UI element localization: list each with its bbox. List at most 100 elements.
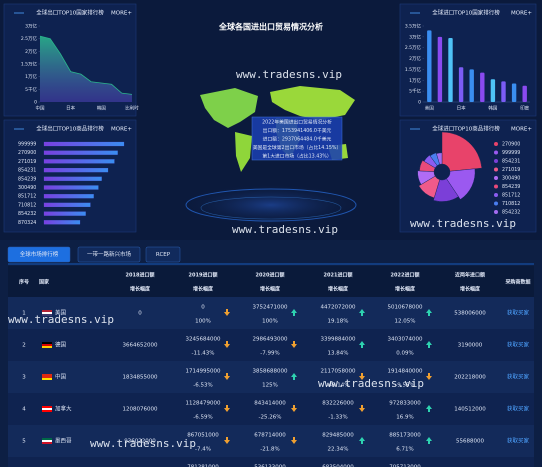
flag-part — [42, 408, 52, 410]
flag-part — [42, 346, 52, 348]
legend-label: 851712 — [502, 193, 520, 199]
trend-arrow — [291, 437, 297, 444]
cell-change: 12.05% — [395, 319, 416, 325]
cell-change: 100% — [195, 319, 211, 325]
table-header: 国家 — [39, 279, 50, 286]
cell-value: 3858688000 — [253, 369, 288, 375]
cell-change: -7.99% — [260, 351, 279, 357]
legend-label: 300490 — [502, 176, 520, 182]
y-tick-label: 5千亿 — [25, 86, 37, 93]
more-link[interactable]: MORE+ — [111, 127, 132, 133]
rose-segment — [418, 175, 440, 199]
cell-value: 1208076000 — [123, 407, 158, 413]
tab[interactable] — [77, 246, 141, 263]
tooltip-line: 第1大进口市场（占比13.43%） — [262, 153, 331, 160]
cell-value: 1714995000 — [186, 369, 221, 375]
table-header: 采购商数据 — [504, 279, 530, 286]
watermarks: www.tradesns.vip www.tradesns.vip www.trad… — [8, 68, 516, 450]
tab-label[interactable]: 全球市场排行榜 — [20, 250, 59, 258]
cell-value: 936022000 — [124, 439, 156, 445]
trend-arrow — [224, 341, 230, 348]
trend-arrow — [224, 437, 230, 444]
legend-label: 270900 — [502, 142, 520, 148]
table-header: 2020进口额 — [256, 272, 286, 279]
table-header: 增长幅度 — [328, 286, 349, 293]
trend-arrow — [224, 405, 230, 412]
table-header: 序号 — [18, 279, 29, 286]
y-tick-label: 1.5万亿 — [405, 66, 422, 73]
cell-value: 885173000 — [389, 433, 421, 439]
buyer-link[interactable]: 获取买家 — [507, 341, 530, 349]
table-header: 增长幅度 — [395, 286, 416, 293]
y-tick-label: 0 — [418, 100, 421, 106]
cell-change: 19.18% — [328, 319, 349, 325]
flag-part — [42, 374, 52, 376]
buyer-link[interactable]: 获取买家 — [507, 405, 530, 413]
trend-arrow — [291, 373, 297, 380]
tab-label[interactable]: 一带一路新兴市场 — [87, 250, 132, 258]
bar-label: 870324 — [18, 220, 36, 226]
table-row — [8, 393, 534, 425]
panel-title: 全球进口TOP10国家排行榜 — [432, 9, 500, 17]
cell-change: 16.9% — [396, 415, 413, 421]
bar — [480, 72, 485, 102]
x-tick-label: 美国 — [425, 105, 434, 112]
tab[interactable] — [7, 246, 71, 263]
table-header: 2022进口额 — [391, 272, 421, 279]
panel-title: 全球出口TOP10国家排行榜 — [36, 9, 104, 17]
bar — [43, 211, 86, 216]
table-row — [8, 297, 534, 329]
bar-label: 854232 — [18, 211, 36, 217]
bar — [43, 185, 99, 190]
x-tick-label: 比利时 — [125, 105, 139, 112]
cell-value: 3403074000 — [388, 337, 423, 343]
country: 加拿大 — [55, 405, 72, 413]
cell-value: 832226000 — [322, 401, 354, 407]
buyer-link[interactable]: 获取买家 — [507, 373, 530, 381]
more-link[interactable]: MORE+ — [511, 127, 532, 133]
cell-change: -25.26% — [259, 415, 282, 421]
watermark: www.tradesns.vip — [236, 68, 342, 81]
country: 中国 — [55, 373, 67, 381]
trend-arrow — [291, 309, 297, 316]
buyer-link[interactable]: 获取买家 — [507, 309, 530, 317]
cell-change: -21.8% — [260, 447, 279, 453]
cell-change: 6.71% — [396, 447, 413, 453]
more-link[interactable]: MORE+ — [511, 11, 532, 17]
legend-label: 999999 — [502, 150, 520, 156]
cell-value: 5010678000 — [388, 305, 423, 311]
buyer-link[interactable]: 获取买家 — [507, 437, 530, 445]
y-tick-label: 3.5万亿 — [405, 23, 422, 30]
cell-value: 1834855000 — [123, 375, 158, 381]
table-header: 2021进口额 — [324, 272, 354, 279]
bar-label: 270900 — [18, 150, 36, 156]
table-header: 增长幅度 — [460, 286, 481, 293]
flag-part — [42, 344, 52, 346]
tab[interactable] — [145, 246, 181, 263]
tab-label[interactable]: RCEP — [156, 252, 171, 258]
trend-arrow — [359, 405, 365, 412]
area — [40, 36, 132, 103]
legend-label: 854231 — [502, 159, 520, 165]
flag-part — [42, 312, 52, 314]
bar — [43, 220, 81, 225]
y-tick-label: 1万亿 — [409, 77, 421, 84]
cell-value: 1914840000 — [388, 369, 423, 375]
bar-label: 999999 — [18, 142, 36, 148]
cell-value: 538006000 — [454, 311, 486, 317]
bar — [458, 67, 464, 102]
flag-part — [42, 314, 52, 316]
cell-value: 0 — [201, 305, 205, 311]
bar — [43, 194, 94, 199]
country: 美国 — [55, 309, 67, 317]
cell-change: -45.14% — [327, 383, 350, 389]
y-tick-label: 3万亿 — [25, 23, 37, 30]
table-header: 近两年进口额 — [455, 272, 486, 279]
cell-value: 55688000 — [456, 439, 484, 445]
bar — [43, 141, 125, 147]
more-link[interactable]: MORE+ — [111, 11, 132, 17]
cell-value: 4472072000 — [321, 305, 356, 311]
trend-arrow — [426, 405, 432, 412]
